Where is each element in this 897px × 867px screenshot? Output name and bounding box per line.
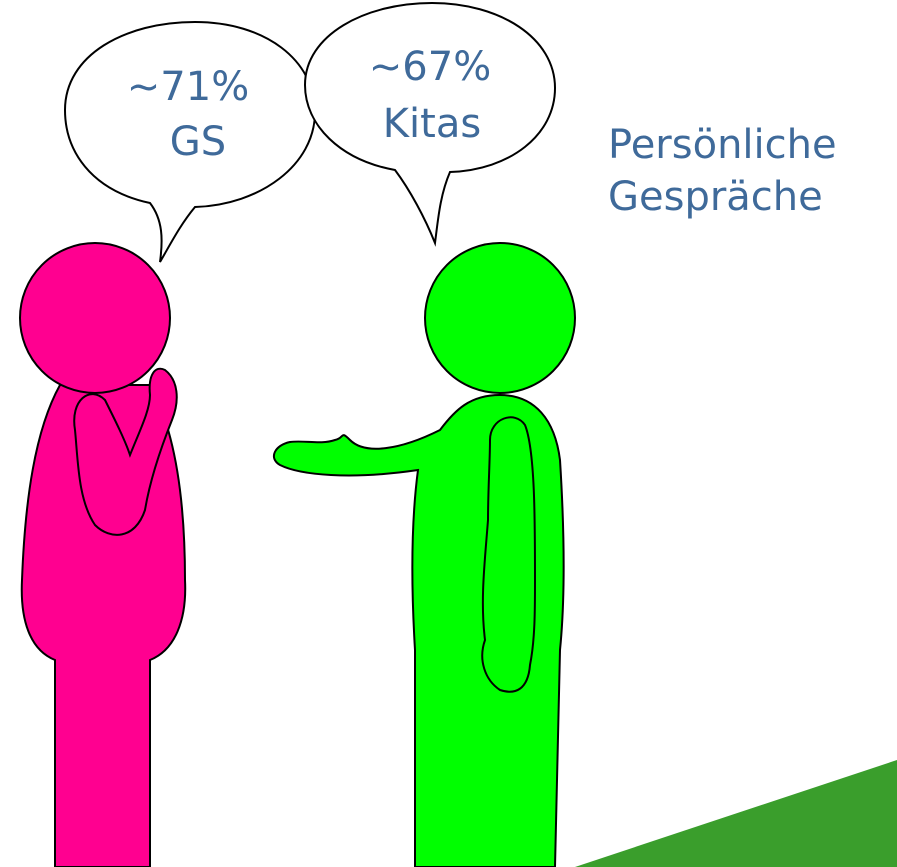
label-text: Gespräche: [608, 174, 823, 220]
bubble-text: ~67%: [369, 44, 491, 90]
label-text: Persönliche: [608, 122, 837, 168]
bubble-text: ~71%: [127, 64, 249, 110]
green-person: [272, 242, 576, 867]
corner-shape: [575, 760, 897, 867]
bubble-text: GS: [170, 119, 226, 165]
bubble-text: Kitas: [383, 101, 481, 147]
speech-bubble: [63, 20, 317, 263]
speech-bubble: [303, 1, 557, 247]
pink-person: [19, 242, 187, 867]
